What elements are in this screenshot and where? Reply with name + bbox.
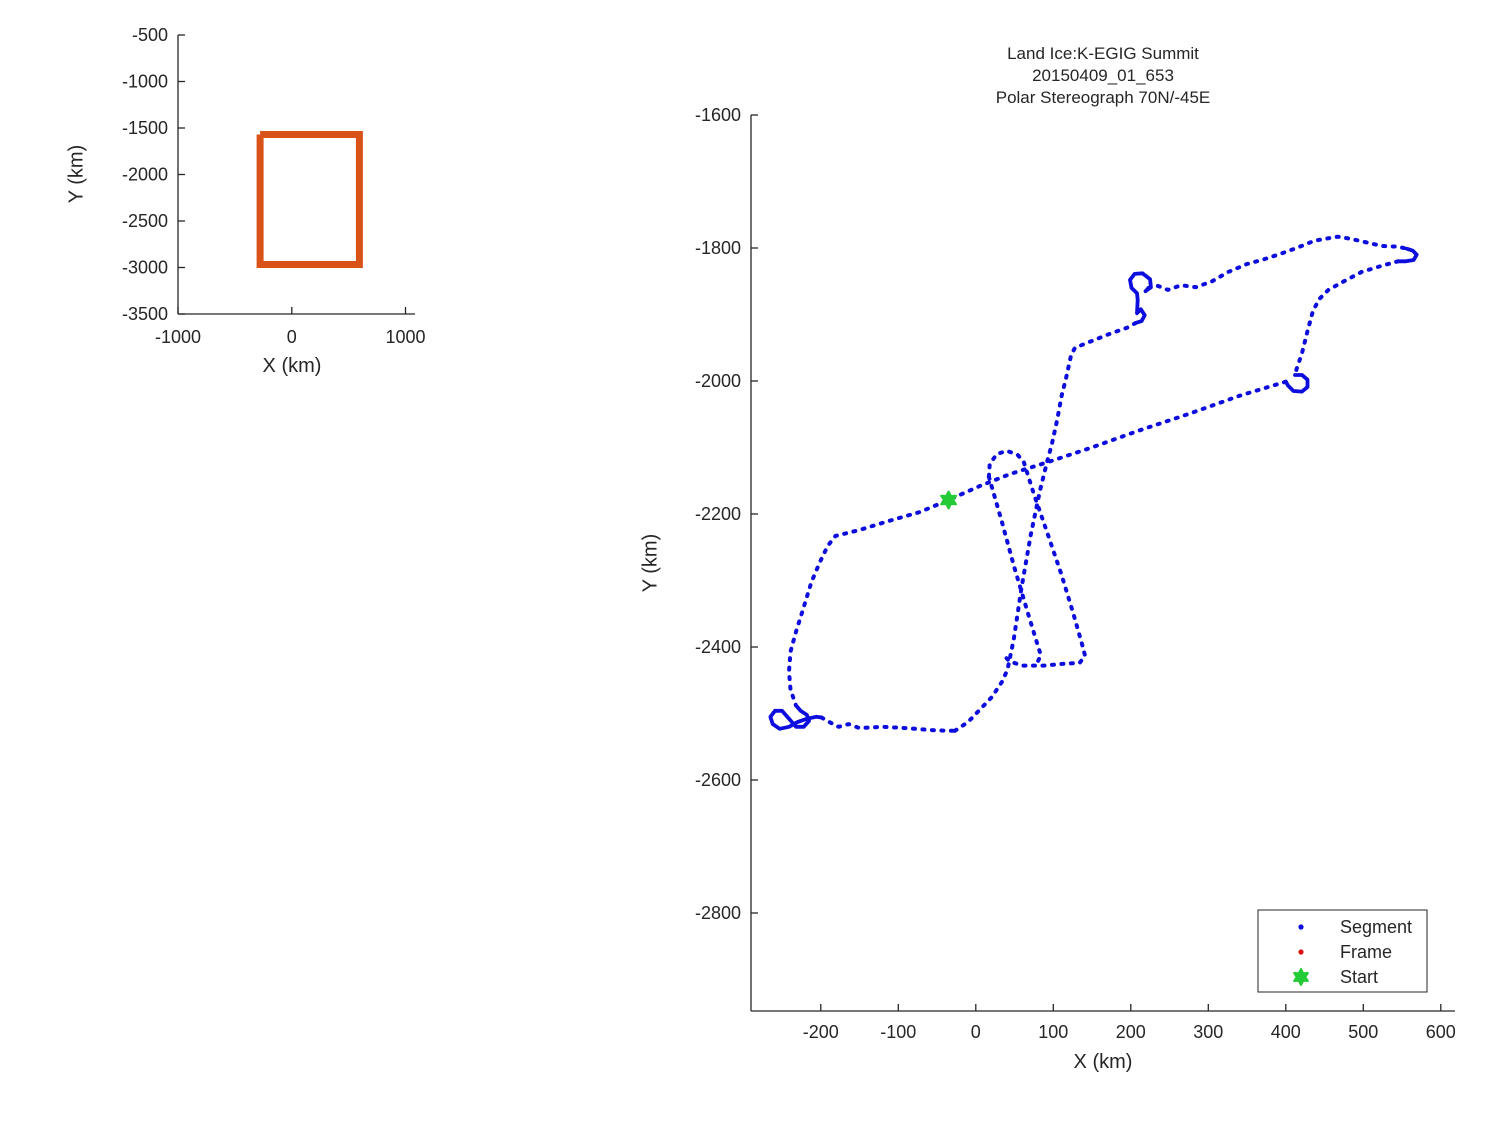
plot-title-line-1: Land Ice:K-EGIG Summit bbox=[1007, 44, 1199, 63]
flight-trail-east-circle-loop bbox=[1283, 373, 1310, 394]
main-y-axis-label: Y (km) bbox=[639, 533, 662, 593]
flight-trail-east-hook bbox=[1396, 246, 1419, 264]
x-tick-label: 300 bbox=[1193, 1022, 1223, 1042]
flight-trail-racetrack-outer bbox=[986, 448, 1087, 668]
legend-box bbox=[1257, 909, 1428, 993]
flight-trail-return-leg bbox=[1293, 259, 1401, 377]
flight-trail-racetrack-inner bbox=[986, 474, 1043, 664]
x-tick-label: 400 bbox=[1271, 1022, 1301, 1042]
legend-marker-frame bbox=[1298, 949, 1304, 955]
x-tick-label: 600 bbox=[1426, 1022, 1456, 1042]
flight-trail-south-leg bbox=[819, 715, 957, 733]
coverage-box bbox=[256, 131, 363, 268]
legend-marker-start bbox=[1293, 968, 1309, 986]
flight-trail bbox=[768, 234, 1419, 733]
x-tick-label: 200 bbox=[1116, 1022, 1146, 1042]
plot-title-line-2: 20150409_01_653 bbox=[1032, 66, 1174, 85]
y-tick-label: -1500 bbox=[122, 118, 168, 138]
y-tick-label: -2000 bbox=[122, 165, 168, 185]
x-tick-label: 0 bbox=[287, 327, 297, 347]
x-tick-label: -1000 bbox=[155, 327, 201, 347]
legend-label-segment: Segment bbox=[1340, 917, 1412, 937]
y-tick-label: -500 bbox=[132, 25, 168, 45]
flight-trail-southwest-pretzel-loop bbox=[768, 703, 824, 731]
y-tick-label: -2200 bbox=[695, 504, 741, 524]
overview-x-axis-label: X (km) bbox=[262, 355, 322, 377]
y-tick-label: -1000 bbox=[122, 72, 168, 92]
x-tick-label: -100 bbox=[880, 1022, 916, 1042]
flight-track-plot-axes: -200 -100 0 100 200 300 400 500 600 -1600 -1800 -20… bbox=[695, 105, 1456, 1042]
flight-trail-figure-eight-loop bbox=[1128, 271, 1153, 326]
x-tick-label: 1000 bbox=[385, 327, 425, 347]
y-tick-label: -1800 bbox=[695, 238, 741, 258]
flight-trail-northeast-leg bbox=[1146, 234, 1409, 292]
y-tick-label: -2600 bbox=[695, 770, 741, 790]
y-tick-label: -3000 bbox=[122, 258, 168, 278]
start-marker bbox=[940, 490, 957, 510]
legend-label-start: Start bbox=[1340, 967, 1378, 987]
y-tick-label: -2000 bbox=[695, 371, 741, 391]
legend: Segment Frame Start bbox=[1257, 909, 1428, 993]
legend-marker-segment bbox=[1298, 924, 1304, 930]
x-tick-label: 0 bbox=[971, 1022, 981, 1042]
y-tick-label: -1600 bbox=[695, 105, 741, 125]
plot-title-line-3: Polar Stereograph 70N/-45E bbox=[995, 88, 1211, 107]
legend-label-frame: Frame bbox=[1340, 942, 1392, 962]
overview-y-axis-label: Y (km) bbox=[65, 144, 88, 204]
x-tick-label: 100 bbox=[1038, 1022, 1068, 1042]
flight-trail-transit-long bbox=[787, 379, 1288, 708]
x-tick-label: -200 bbox=[803, 1022, 839, 1042]
main-x-axis-label: X (km) bbox=[1073, 1051, 1133, 1073]
y-tick-label: -3500 bbox=[122, 304, 168, 324]
overview-plot-axes: -1000 0 1000 -500 -1000 -1500 -2000 -2500 -3000 -… bbox=[122, 25, 426, 347]
x-tick-label: 500 bbox=[1348, 1022, 1378, 1042]
y-tick-label: -2800 bbox=[695, 903, 741, 923]
y-tick-label: -2500 bbox=[122, 211, 168, 231]
flight-trail-north-climb bbox=[952, 321, 1138, 733]
y-tick-label: -2400 bbox=[695, 637, 741, 657]
